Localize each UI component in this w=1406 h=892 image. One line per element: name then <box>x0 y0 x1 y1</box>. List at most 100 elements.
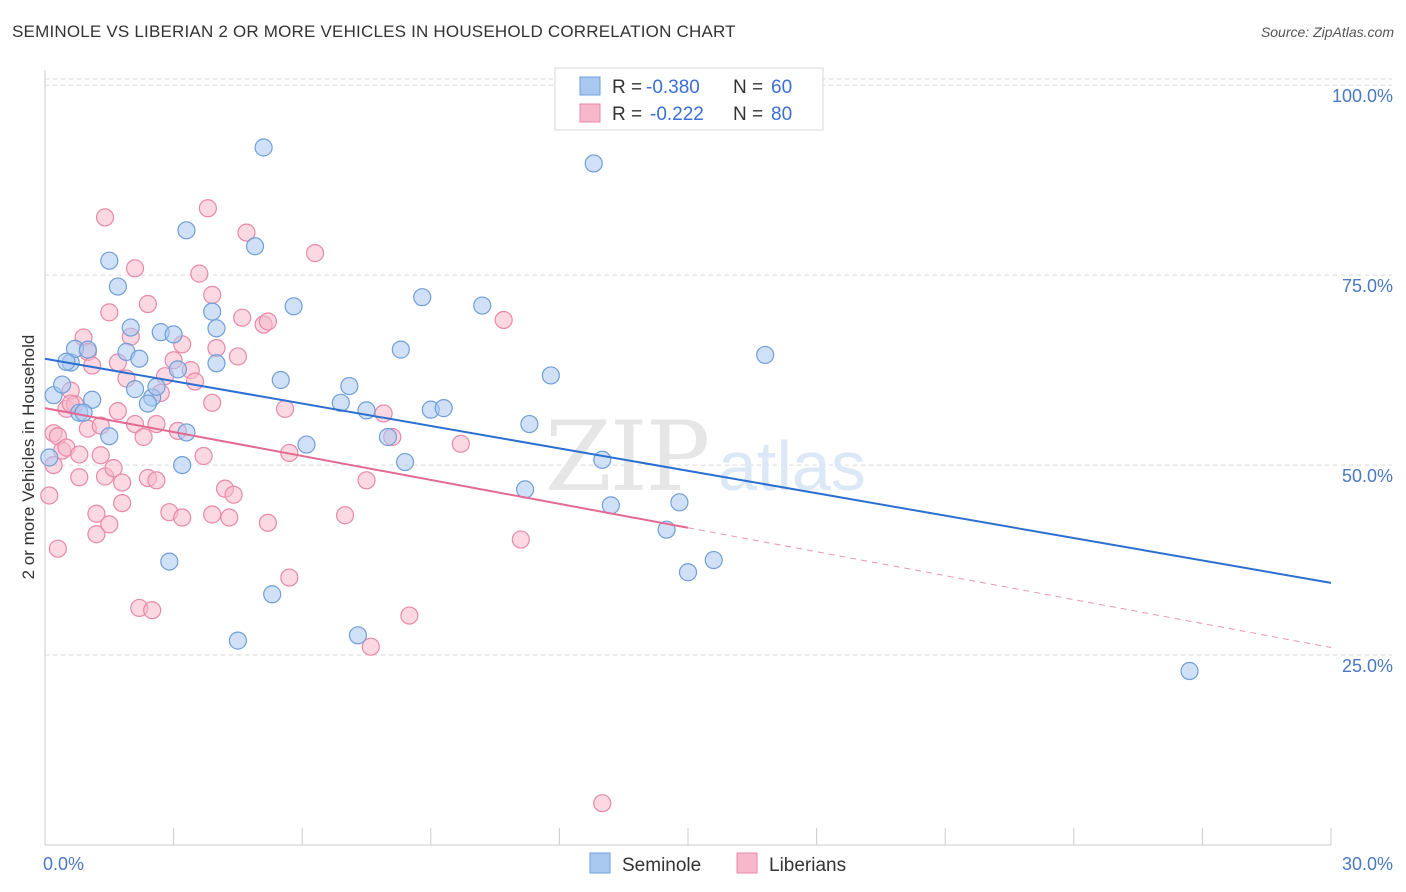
seminole-point <box>121 318 140 337</box>
liberian-point <box>361 637 380 656</box>
seminole-point <box>297 435 316 454</box>
liberian-point <box>203 393 222 412</box>
liberian-point <box>173 508 192 527</box>
seminole-points <box>40 138 1199 681</box>
seminole-point <box>108 277 127 296</box>
seminole-point <box>678 563 698 582</box>
seminole-point <box>473 296 492 315</box>
seminole-point <box>168 360 187 379</box>
seminole-point <box>160 552 179 571</box>
liberian-point <box>87 525 106 544</box>
seminole-point <box>704 550 723 570</box>
stats-legend-seminole-swatch <box>579 76 601 96</box>
liberian-point <box>207 338 226 358</box>
seminole-point <box>284 297 303 316</box>
y-tick-label: 50.0% <box>1342 466 1393 486</box>
legend-liberian-label: Liberians <box>769 855 846 876</box>
liberian-point <box>357 471 376 490</box>
x-tick-labels: 0.0% 30.0% <box>43 854 1393 874</box>
liberian-point <box>95 208 115 227</box>
liberian-point <box>275 399 295 418</box>
liberian-trend-line-extension <box>687 527 1332 648</box>
seminole-point <box>520 414 539 434</box>
chart-title: SEMINOLE VS LIBERIAN 2 OR MORE VEHICLES … <box>12 22 736 41</box>
liberian-point <box>125 259 145 278</box>
stats-n-label-seminole: N = <box>733 77 763 98</box>
seminole-point <box>391 340 410 359</box>
seminole-point <box>348 626 368 645</box>
liberian-point <box>451 434 470 453</box>
stats-r-label-seminole: R = <box>612 77 642 98</box>
liberian-point <box>233 308 252 327</box>
seminole-trend-line <box>44 357 1332 584</box>
liberian-point <box>108 402 127 421</box>
seminole-point <box>125 380 145 399</box>
seminole-point <box>395 452 415 472</box>
gridlines <box>45 78 1392 656</box>
seminole-point <box>173 455 192 475</box>
liberian-point <box>87 504 106 523</box>
bottom-legend: Seminole Liberians <box>589 852 846 876</box>
liberian-point <box>100 303 119 322</box>
seminole-point <box>434 399 453 418</box>
liberian-point <box>104 459 123 478</box>
liberian-point <box>190 264 209 283</box>
x-tick-label: 30.0% <box>1342 854 1393 874</box>
seminole-point <box>83 390 102 409</box>
watermark: ZIP atlas <box>545 401 866 513</box>
seminole-point <box>100 251 119 270</box>
stats-n-value-seminole: 60 <box>771 77 792 98</box>
liberian-point <box>194 446 213 466</box>
liberian-point <box>91 446 110 465</box>
seminole-point <box>1180 661 1199 681</box>
y-axis-label: 2 or more Vehicles in Household <box>19 335 38 580</box>
seminole-point <box>331 393 350 412</box>
liberian-point <box>185 372 205 391</box>
liberian-point <box>134 427 153 447</box>
liberian-point <box>305 244 325 263</box>
seminole-point <box>541 366 560 385</box>
x-tick-label: 0.0% <box>43 854 84 874</box>
liberian-point <box>258 513 278 532</box>
seminole-point <box>138 394 157 413</box>
liberian-point <box>494 310 513 330</box>
seminole-point <box>670 493 689 512</box>
liberian-point <box>258 312 278 331</box>
stats-legend-liberian-swatch <box>579 103 601 123</box>
liberian-point <box>237 223 256 242</box>
seminole-point <box>207 319 226 338</box>
liberian-point <box>70 445 89 464</box>
y-tick-labels: 25.0% 50.0% 75.0% 100.0% <box>1332 86 1393 676</box>
liberian-point <box>143 601 162 620</box>
liberian-point <box>400 606 419 625</box>
legend-seminole-label: Seminole <box>622 855 701 876</box>
liberian-point <box>280 568 299 587</box>
liberian-point <box>147 471 166 490</box>
seminole-point <box>413 288 432 307</box>
seminole-point <box>207 354 226 373</box>
y-tick-label: 25.0% <box>1342 656 1393 676</box>
seminole-point <box>245 237 265 256</box>
seminole-point <box>177 221 196 240</box>
liberian-point <box>70 468 89 487</box>
source-label: Source: ZipAtlas.com <box>1260 24 1394 40</box>
liberian-point <box>40 486 59 505</box>
seminole-point <box>263 585 282 604</box>
seminole-point <box>147 377 166 396</box>
stats-legend: R = -0.380 N = 60 R = -0.222 N = 80 <box>554 67 824 131</box>
x-ticks <box>44 828 1332 845</box>
seminole-point <box>53 375 72 394</box>
liberian-point <box>511 530 530 549</box>
liberian-points <box>40 199 612 813</box>
liberian-point <box>113 473 132 492</box>
seminole-point <box>130 349 149 368</box>
seminole-point <box>40 448 59 467</box>
liberian-point <box>228 347 247 366</box>
liberian-point <box>48 539 67 558</box>
y-tick-label: 75.0% <box>1342 276 1393 296</box>
liberian-point <box>220 508 239 527</box>
seminole-point <box>254 138 273 157</box>
liberian-point <box>335 506 355 525</box>
liberian-point <box>113 493 132 513</box>
